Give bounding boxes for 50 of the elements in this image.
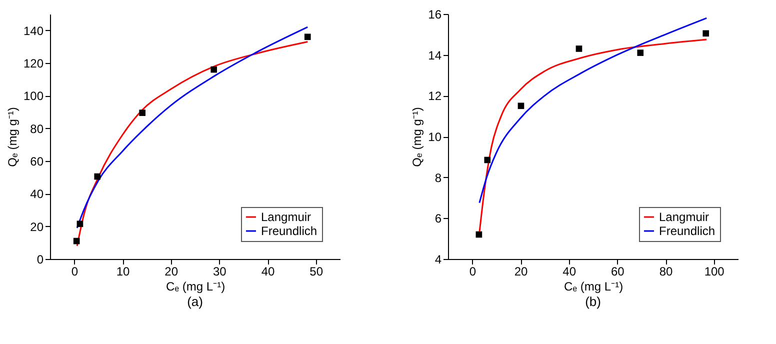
x-tick-label: 60 [610,264,625,278]
y-axis-title: Qₑ (mg g⁻¹) [410,107,424,167]
point [73,238,80,244]
point [210,66,218,73]
point [637,50,644,56]
point [476,231,482,238]
y-tick-label: 140 [23,24,44,38]
x-tick-label: 20 [514,264,528,278]
y-tick-label: 6 [434,212,442,226]
y-tick-label: 10 [428,130,442,144]
point [94,173,101,180]
x-axis-title: Cₑ (mg L⁻¹) [166,280,226,294]
point [484,156,491,164]
y-tick-label: 100 [23,89,44,104]
point [139,110,146,116]
x-tick-label: 0 [71,264,78,278]
point [576,46,582,52]
legend-label: Freundlich [659,224,716,238]
x-tick-label: 80 [659,264,673,278]
x-tick-label: 100 [704,264,725,278]
y-tick-label: 12 [428,89,442,104]
line-series [478,17,708,204]
y-axis-title: Qₑ (mg g⁻¹) [5,107,20,167]
legend-label: Langmuir [261,210,312,224]
x-tick-label: 30 [212,264,227,278]
point [304,34,311,40]
y-tick-label: 40 [30,187,44,202]
y-tick-label: 20 [30,220,44,234]
point [702,30,710,37]
y-tick-label: 0 [36,252,44,266]
x-tick-label: 40 [261,264,275,278]
legend-label: Freundlich [261,224,318,238]
x-axis-title: Cₑ (mg L⁻¹) [564,280,624,294]
x-tick-label: 10 [116,264,130,278]
y-tick-label: 16 [428,8,442,22]
x-tick-label: 50 [310,264,324,278]
legend-label: Langmuir [659,210,710,224]
x-tick-label: 20 [164,264,178,278]
x-tick-label: 40 [562,264,576,278]
point [76,220,84,228]
y-tick-label: 14 [428,48,442,62]
y-tick-label: 120 [23,56,44,70]
y-tick-label: 4 [434,252,442,266]
text: (a) [187,294,203,309]
text: (b) [585,294,601,309]
y-tick-label: 60 [30,154,44,168]
point [518,102,524,110]
y-tick-label: 80 [30,122,44,136]
y-tick-label: 8 [434,170,442,185]
x-tick-label: 0 [469,264,476,278]
